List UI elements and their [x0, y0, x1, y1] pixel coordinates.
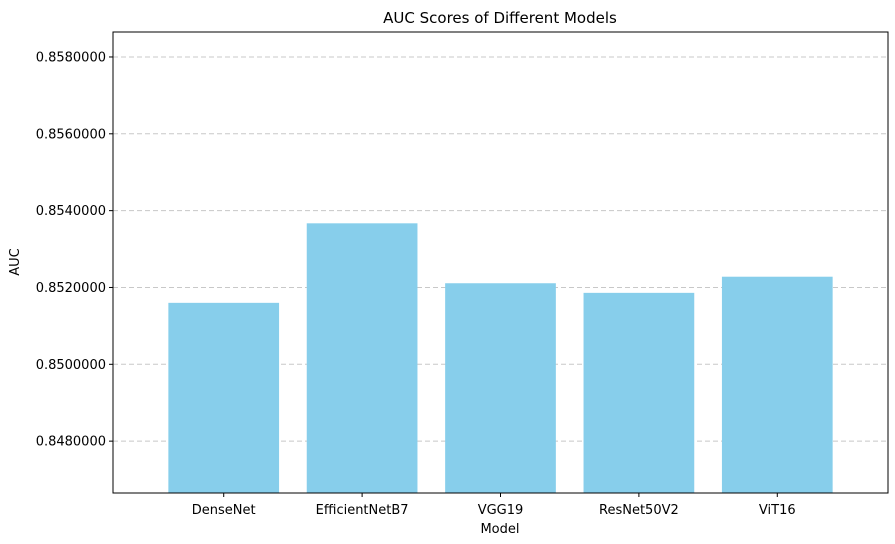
x-tick-label: ResNet50V2 [599, 503, 679, 518]
y-tick-label: 0.8540000 [36, 204, 106, 219]
bar [168, 302, 280, 493]
y-tick-label: 0.8480000 [36, 435, 106, 450]
bar [583, 292, 695, 493]
x-tick-label: EfficientNetB7 [316, 503, 409, 518]
y-tick-label: 0.8560000 [36, 127, 106, 142]
y-axis-ticks: 0.8480000 0.8500000 0.8520000 0.8540000 0.85… [36, 50, 113, 450]
x-axis-ticks: DenseNet EfficientNetB7 VGG19 ResNet50V2 ViT… [192, 493, 796, 518]
y-tick-label: 0.8500000 [36, 358, 106, 373]
y-tick-label: 0.8520000 [36, 281, 106, 296]
x-tick-label: DenseNet [192, 503, 256, 518]
chart-title: AUC Scores of Different Models [383, 9, 617, 27]
bar [306, 223, 418, 493]
bars [168, 223, 833, 493]
bar [721, 276, 833, 493]
bar [445, 283, 556, 493]
y-axis-label: AUC [8, 248, 23, 276]
x-axis-label: Model [480, 522, 519, 537]
x-tick-label: VGG19 [478, 503, 524, 518]
y-tick-label: 0.8580000 [36, 50, 106, 65]
x-tick-label: ViT16 [759, 503, 796, 518]
